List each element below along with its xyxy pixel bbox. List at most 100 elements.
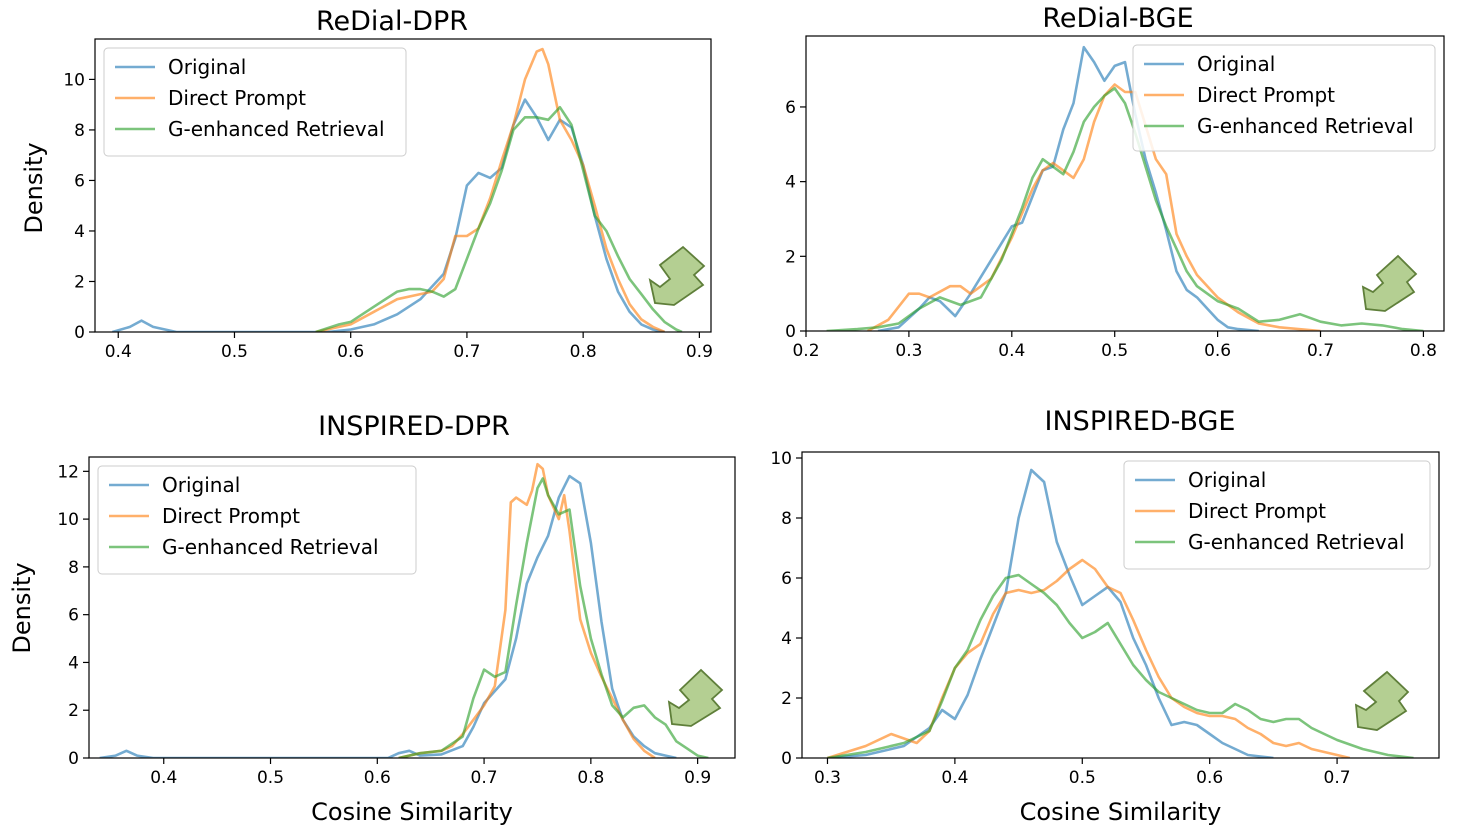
legend-entry-label: Original [168,55,246,79]
legend: Original Direct Prompt G-enhanced Retrieva… [97,465,417,575]
x-tick-label: 0.5 [1101,341,1128,361]
y-tick-label: 0 [785,322,796,342]
x-tick-label: 0.2 [792,341,819,361]
y-tick-label: 2 [781,689,792,709]
series-group [826,45,1424,331]
x-tick-label: 0.3 [895,341,922,361]
legend: Original Direct Prompt G-enhanced Retrieva… [1123,460,1431,570]
legend: Original Direct Prompt G-enhanced Retrieva… [103,47,407,157]
highlight-arrow-icon [1354,670,1410,731]
y-axis-label: Density [20,142,48,233]
chart-title: INSPIRED-DPR [318,411,510,442]
x-tick-label: 0.4 [998,341,1025,361]
y-tick-label: 10 [63,70,85,90]
y-tick-label: 8 [68,558,79,578]
x-tick-label: 0.6 [1204,341,1231,361]
legend-entry-label: Original [162,473,240,497]
y-tick-label: 6 [785,98,796,118]
series-line-g-enhanced-retrieval [315,105,683,332]
legend-entry-label: G-enhanced Retrieval [1197,114,1414,138]
x-tick-label: 0.8 [577,768,604,788]
plot-frame [801,451,1440,759]
series-line-direct-prompt [315,47,666,332]
plot-frame [94,38,712,333]
x-tick-label: 0.7 [1324,768,1351,788]
y-tick-label: 2 [68,701,79,721]
y-tick-label: 8 [781,509,792,529]
y-tick-label: 0 [74,323,85,343]
legend-entry-label: Original [1188,468,1266,492]
legend-entry-label: Direct Prompt [168,86,306,110]
legend-box [103,47,407,157]
plot-frame [88,456,736,759]
x-axis-label: Cosine Similarity [311,798,513,826]
x-tick-label: 0.3 [814,768,841,788]
y-tick-label: 10 [57,510,79,530]
chart-title: ReDial-BGE [1042,3,1193,34]
highlight-arrow-icon [648,245,706,306]
x-axis-label: Cosine Similarity [1020,798,1222,826]
legend-box [1123,460,1431,570]
x-tick-label: 0.6 [1196,768,1223,788]
series-line-g-enhanced-retrieval [827,573,1414,758]
y-tick-label: 12 [57,462,79,482]
y-tick-label: 4 [68,653,79,673]
x-tick-label: 0.8 [570,342,597,362]
y-tick-label: 0 [68,749,79,769]
y-tick-label: 8 [74,121,85,141]
highlight-arrow-icon [667,668,724,727]
y-axis-label: Density [8,562,36,653]
x-tick-label: 0.7 [453,342,480,362]
chart-panel-1: ReDial-DPR 0.4 0.5 0.6 0.7 0.8 0.9 0 2 4 6 8 10 Densi… [20,6,713,362]
x-tick-label: 0.7 [471,768,498,788]
x-tick-label: 0.4 [150,768,177,788]
x-tick-label: 0.5 [257,768,284,788]
series-line-g-enhanced-retrieval [398,477,709,758]
series-line-original [99,474,677,758]
x-tick-label: 0.6 [337,342,364,362]
series-line-direct-prompt [827,558,1351,758]
plot-frame [805,35,1445,332]
y-tick-label: 4 [785,173,796,193]
x-tick-label: 0.5 [1069,768,1096,788]
legend-box [97,465,417,575]
y-tick-label: 0 [781,749,792,769]
x-tick-label: 0.7 [1307,341,1334,361]
legend-entry-label: Direct Prompt [1188,499,1326,523]
legend-entry-label: Original [1197,52,1275,76]
legend-entry-label: Direct Prompt [1197,83,1335,107]
x-tick-label: 0.9 [686,342,713,362]
series-line-original [827,468,1274,758]
series-group [827,468,1414,758]
series-line-direct-prompt [867,83,1321,331]
x-tick-label: 0.9 [684,768,711,788]
series-line-g-enhanced-retrieval [826,87,1424,331]
y-tick-label: 2 [74,272,85,292]
series-line-original [112,98,665,332]
y-tick-label: 4 [74,222,85,242]
series-group [112,47,683,332]
legend-entry-label: G-enhanced Retrieval [1188,530,1405,554]
chart-panel-2: ReDial-BGE 0.2 0.3 0.4 0.5 0.6 0.7 0.8 0 2 4 6 Origi… [785,3,1445,361]
legend-entry-label: G-enhanced Retrieval [162,535,379,559]
chart-panel-3: INSPIRED-DPR 0.4 0.5 0.6 0.7 0.8 0.9 0 2 4 6 8 10 12 D… [8,411,736,826]
x-tick-label: 0.6 [364,768,391,788]
x-tick-label: 0.4 [105,342,132,362]
x-tick-label: 0.8 [1410,341,1437,361]
y-tick-label: 6 [781,569,792,589]
legend: Original Direct Prompt G-enhanced Retrieva… [1132,44,1436,152]
legend-entry-label: Direct Prompt [162,504,300,528]
chart-panel-4: INSPIRED-BGE 0.3 0.4 0.5 0.6 0.7 0 2 4 6 8 10 Cosine… [770,406,1440,826]
chart-title: ReDial-DPR [316,6,468,37]
legend-entry-label: G-enhanced Retrieval [168,117,385,141]
y-tick-label: 6 [74,171,85,191]
series-group [99,462,709,758]
y-tick-label: 6 [68,606,79,626]
series-line-original [877,45,1259,331]
series-line-direct-prompt [398,462,656,758]
legend-box [1132,44,1436,152]
y-tick-label: 2 [785,247,796,267]
chart-title: INSPIRED-BGE [1045,406,1236,437]
highlight-arrow-icon [1361,254,1418,312]
